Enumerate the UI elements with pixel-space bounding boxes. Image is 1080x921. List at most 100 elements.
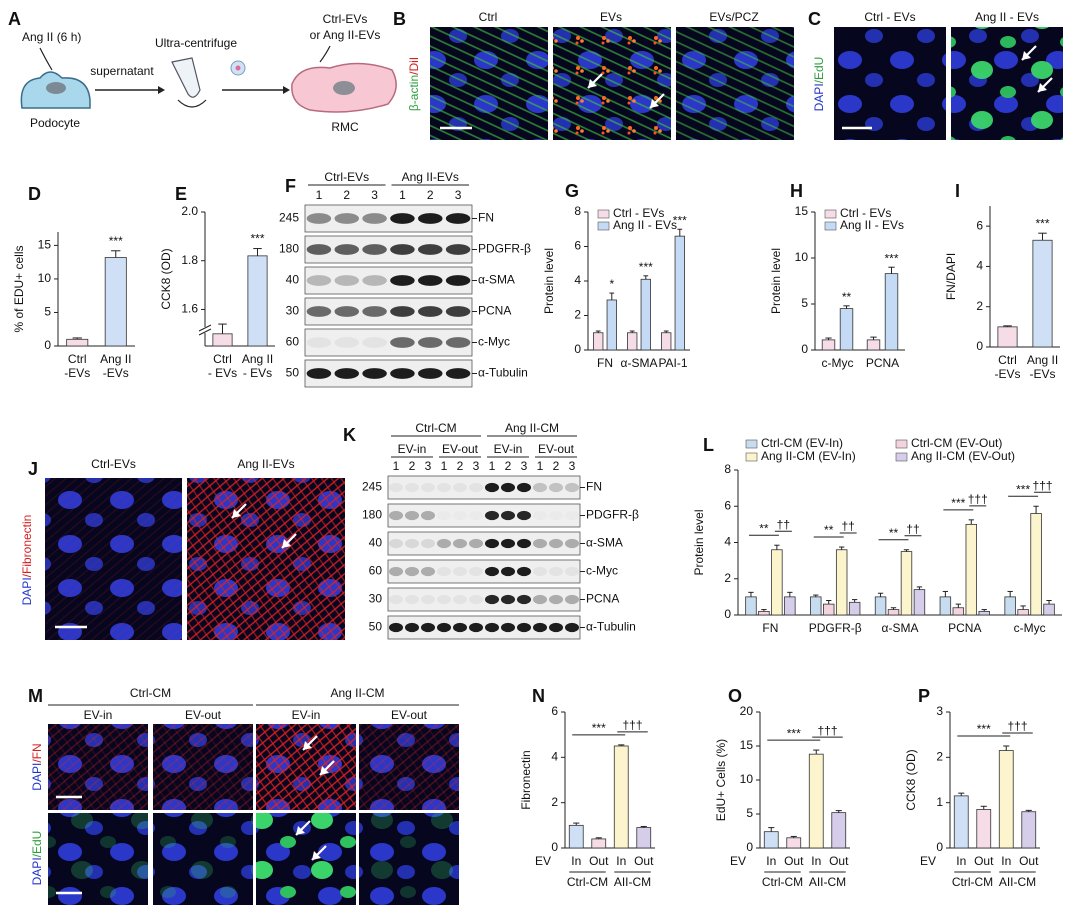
legend-swatch <box>745 439 758 449</box>
x-tick-label: Out <box>1019 854 1039 868</box>
blot-band <box>388 482 404 493</box>
micrograph-layer <box>430 27 548 140</box>
column-label: EV-out <box>391 708 428 722</box>
blot-band <box>418 244 443 255</box>
marker-label: 50 <box>286 366 300 380</box>
x-tick-label: In <box>811 854 821 868</box>
legend-label: Ctrl-CM (EV-In) <box>761 436 843 450</box>
lane-label: 2 <box>409 459 416 473</box>
stain-part: DAPI <box>30 857 44 885</box>
micrograph-layer <box>951 27 1063 140</box>
bar <box>745 596 757 616</box>
error-bar <box>595 330 601 333</box>
protein-label: α-Tubulin <box>586 620 636 634</box>
bar <box>784 596 796 616</box>
protein-label: α-SMA <box>586 536 623 550</box>
blot-band <box>404 594 420 605</box>
y-tick-label: 0 <box>551 840 558 854</box>
protein-label: α-SMA <box>478 273 515 287</box>
error-bar <box>618 744 625 746</box>
bar <box>976 809 992 849</box>
micrograph-layer <box>153 813 253 905</box>
blot-band <box>549 511 563 520</box>
panel-label: G <box>565 181 579 201</box>
y-axis-label: Protein level <box>542 248 556 314</box>
error-bar <box>1025 809 1032 812</box>
error-bar <box>813 749 820 755</box>
blot-band <box>420 566 436 577</box>
blot-band <box>484 594 500 605</box>
arrow-head <box>283 86 290 94</box>
comparison-label: *** <box>1016 482 1030 496</box>
y-axis-label: Protein level <box>692 509 706 575</box>
protein-label: FN <box>586 480 602 494</box>
x-tick-label: Out <box>974 854 994 868</box>
error-bar <box>787 591 793 597</box>
error-bar <box>903 549 910 552</box>
stain-label: DAPI/Fibronectin <box>20 515 34 606</box>
blot-band <box>334 306 359 317</box>
lane-group-label: EV-in <box>398 442 427 456</box>
group-label: Ctrl-CM <box>567 875 608 889</box>
lane-label: 2 <box>553 459 560 473</box>
error-bar <box>825 337 832 340</box>
legend-swatch <box>745 452 758 462</box>
source-label: Podocyte <box>30 116 80 130</box>
y-tick-label: 0 <box>44 338 51 352</box>
marker-label: 245 <box>279 211 299 225</box>
blot-band <box>548 594 564 605</box>
panel-label: J <box>28 459 38 479</box>
blot-band <box>516 566 532 577</box>
error-bar <box>761 609 767 612</box>
blot-band <box>388 622 404 633</box>
stain-part: /FN <box>30 743 44 762</box>
panel-label: O <box>728 686 742 706</box>
blot-band <box>436 482 452 493</box>
error-bar <box>1007 590 1013 597</box>
y-tick-label: 0 <box>724 607 731 621</box>
y-tick-label: 2 <box>574 308 581 322</box>
group-label: Ctrl-CM <box>762 875 803 889</box>
blot-band <box>418 368 443 379</box>
blot-band <box>334 244 359 255</box>
blot-band <box>445 306 471 317</box>
blot-band <box>437 511 451 520</box>
bar <box>808 753 824 849</box>
bar <box>674 235 685 351</box>
blot-band <box>516 510 532 521</box>
column-label: Ang II-EVs <box>237 457 294 471</box>
error-bar <box>1038 232 1047 241</box>
y-axis-label: CCK8 (OD) <box>159 248 173 309</box>
blot-band <box>500 538 516 549</box>
blot-band <box>362 306 387 317</box>
arrow-head <box>1038 83 1047 92</box>
treatment-label: Ang II (6 h) <box>22 30 81 44</box>
stain-label: DAPI/EdU <box>30 831 44 886</box>
x-tick-label: FN <box>597 356 613 370</box>
error-bar <box>643 275 649 280</box>
blot-band <box>468 538 484 549</box>
comparison-label: ††† <box>968 492 988 506</box>
blot-strip <box>304 297 473 326</box>
column-label: Ctrl-EVs <box>91 457 136 471</box>
blot-band <box>445 213 471 224</box>
lane-label: 2 <box>343 188 350 202</box>
column-label: Ctrl <box>479 10 498 24</box>
blot-band <box>388 594 404 605</box>
y-axis-label: Fibronectin <box>519 750 533 809</box>
column-label: Ctrl - EVs <box>864 10 915 24</box>
x-tick-label: FN <box>762 621 778 635</box>
bar <box>212 333 233 347</box>
micrograph-layer <box>359 724 459 810</box>
significance-label: * <box>609 277 614 291</box>
arrow-head <box>158 86 165 94</box>
blot-band <box>418 275 443 286</box>
arrow-head <box>282 539 291 548</box>
protein-label: c-Myc <box>478 335 510 349</box>
blot-band <box>445 337 471 348</box>
lane-label: 2 <box>457 459 464 473</box>
significance-label: *** <box>673 213 687 227</box>
bar <box>786 837 802 849</box>
bar <box>831 812 847 849</box>
